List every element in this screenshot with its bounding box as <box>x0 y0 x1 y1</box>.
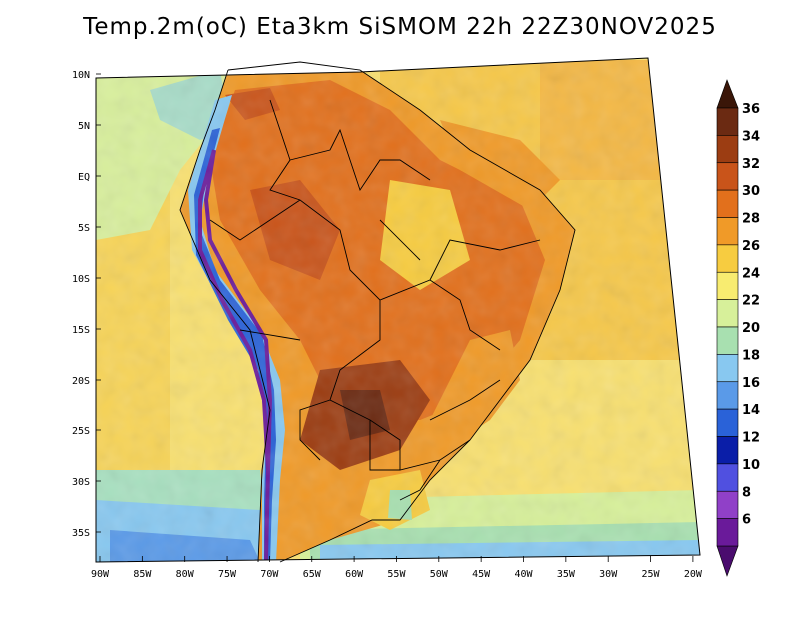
lat-label: 10N <box>72 70 90 81</box>
colorbar-swatch <box>716 408 739 437</box>
lon-label: 60W <box>345 569 364 580</box>
colorbar-label: 34 <box>742 129 760 144</box>
colorbar-swatch <box>716 299 739 328</box>
colorbar-swatch <box>716 381 739 410</box>
colorbar-swatch <box>716 326 739 355</box>
colorbar-label: 20 <box>742 321 760 336</box>
colorbar-label: 24 <box>742 266 760 281</box>
colorbar-swatch <box>716 107 739 136</box>
lon-label: 20W <box>684 569 703 580</box>
colorbar-label: 28 <box>742 212 760 227</box>
lon-label: 40W <box>514 569 533 580</box>
colorbar-swatch <box>716 463 739 492</box>
colorbar-label: 30 <box>742 184 760 199</box>
colorbar-swatch <box>716 189 739 218</box>
colorbar-label: 6 <box>742 513 751 528</box>
lat-label: 20S <box>72 376 90 387</box>
colorbar-label: 14 <box>742 403 760 418</box>
colorbar-label: 26 <box>742 239 760 254</box>
colorbar-label: 36 <box>742 102 760 117</box>
colorbar-label: 22 <box>742 294 760 309</box>
lat-label: EQ <box>78 172 90 183</box>
colorbar-label: 16 <box>742 376 760 391</box>
lon-label: 65W <box>303 569 322 580</box>
lat-label: 35S <box>72 528 90 539</box>
lat-label: 30S <box>72 477 90 488</box>
lat-label: 15S <box>72 325 90 336</box>
lon-label: 55W <box>387 569 406 580</box>
map-title: Temp.2m(oC) Eta3km SiSMOM 22h 22Z30NOV20… <box>83 14 717 40</box>
lon-label: 35W <box>557 569 576 580</box>
lon-label: 70W <box>260 569 279 580</box>
lon-label: 90W <box>91 569 110 580</box>
colorbar-swatch <box>716 135 739 164</box>
lon-label: 30W <box>599 569 618 580</box>
colorbar: 36 34 32 30 28 26 24 22 20 18 16 14 12 10 8 6 <box>716 79 760 577</box>
colorbar-label: 18 <box>742 348 760 363</box>
colorbar-swatch <box>716 271 739 300</box>
colorbar-upper-triangle-icon <box>716 79 739 109</box>
lon-label: 45W <box>472 569 491 580</box>
colorbar-swatch <box>716 244 739 273</box>
colorbar-swatch <box>716 162 739 191</box>
lat-label: 25S <box>72 426 90 437</box>
colorbar-swatch <box>716 490 739 519</box>
lon-label: 50W <box>430 569 449 580</box>
colorbar-swatch <box>716 354 739 383</box>
lon-label: 25W <box>642 569 661 580</box>
latitude-axis: 10N 5N EQ 5S 10S 15S 20S 25S 30S 35S <box>72 70 101 539</box>
colorbar-label: 12 <box>742 431 760 446</box>
lon-label: 75W <box>218 569 237 580</box>
lat-label: 5S <box>78 223 90 234</box>
lon-label: 80W <box>176 569 195 580</box>
colorbar-label: 8 <box>742 485 751 500</box>
colorbar-lower-triangle-icon <box>716 545 739 577</box>
longitude-axis: 90W 85W 80W 75W 70W 65W 60W 55W 50W 45W 40W 35W 30W 2… <box>91 556 703 580</box>
political-boundaries <box>179 61 576 563</box>
colorbar-label: 10 <box>742 458 760 473</box>
temperature-field <box>96 58 700 562</box>
colorbar-swatch <box>716 518 739 547</box>
colorbar-swatch <box>716 217 739 246</box>
lat-label: 5N <box>78 121 90 132</box>
lon-label: 85W <box>133 569 152 580</box>
colorbar-swatch <box>716 436 739 465</box>
colorbar-label: 32 <box>742 157 760 172</box>
lat-label: 10S <box>72 274 90 285</box>
